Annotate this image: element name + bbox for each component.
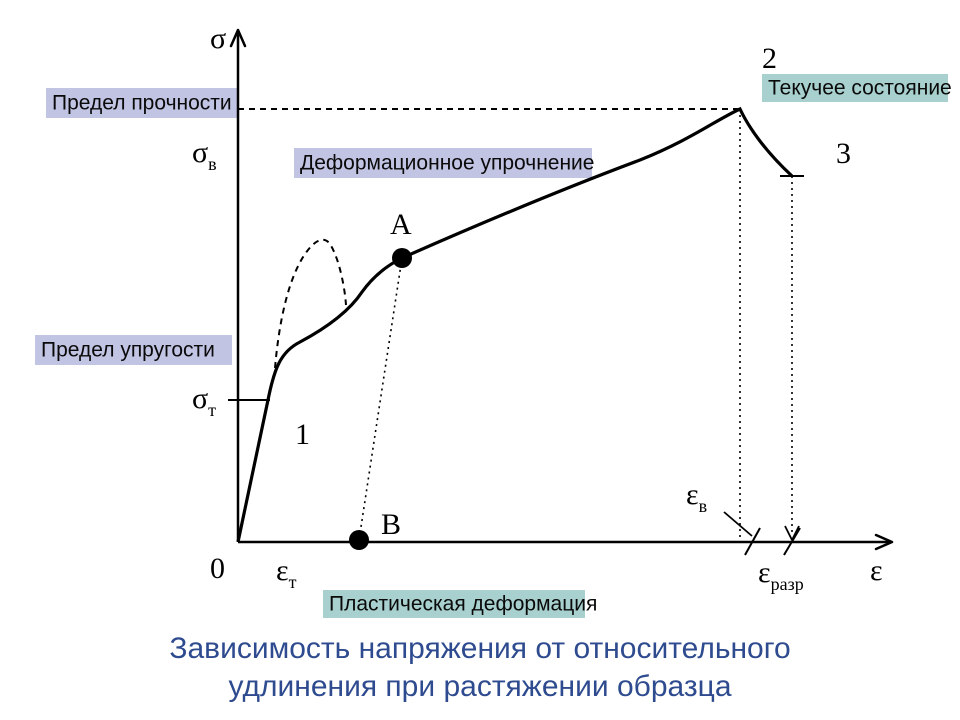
point-b	[349, 530, 369, 550]
sigma-t-marker: σт	[192, 382, 270, 420]
label-strain-hardening-text: Деформационное упрочнение	[300, 152, 594, 175]
fracture-drop	[780, 176, 804, 540]
caption-line-2: удлинения при растяжении образца	[229, 670, 732, 703]
label-plastic-def-text: Пластическая деформация	[329, 593, 597, 616]
svg-text:εв: εв	[686, 478, 707, 516]
eps-razr-marker: εразр	[758, 528, 804, 594]
svg-text:εразр: εразр	[758, 556, 804, 594]
label-strength-limit: Предел прочности	[46, 88, 238, 118]
label-elastic-limit: Предел упругости	[35, 335, 232, 365]
point-a-label: A	[390, 208, 412, 241]
label-flow-state: Текучее состояние	[762, 74, 952, 102]
eps-t-marker: εт	[276, 554, 297, 592]
eps-v-marker: εв	[686, 478, 760, 555]
stress-strain-diagram: Предел прочности Предел упругости Деформ…	[0, 0, 960, 720]
origin-label: 0	[210, 552, 225, 585]
svg-text:εт: εт	[276, 554, 297, 592]
point-3-label: 3	[836, 137, 851, 170]
axes	[231, 30, 892, 549]
label-strain-hardening: Деформационное упрочнение	[294, 148, 594, 178]
point-2-label: 2	[762, 42, 777, 75]
caption-line-1: Зависимость напряжения от относительного	[169, 632, 790, 665]
point-b-label: B	[381, 508, 401, 541]
x-axis-label: ε	[870, 554, 883, 587]
label-plastic-def: Пластическая деформация	[323, 590, 597, 618]
label-strength-limit-text: Предел прочности	[52, 92, 232, 115]
label-flow-state-text: Текучее состояние	[768, 77, 952, 100]
y-axis-label: σ	[210, 22, 226, 55]
svg-text:σв: σв	[192, 136, 217, 174]
point-a	[392, 248, 412, 268]
point-1-label: 1	[295, 418, 310, 451]
svg-text:σт: σт	[192, 382, 216, 420]
yield-drop-dashed	[275, 240, 346, 368]
unloading-path	[359, 258, 402, 540]
label-elastic-limit-text: Предел упругости	[41, 339, 215, 362]
